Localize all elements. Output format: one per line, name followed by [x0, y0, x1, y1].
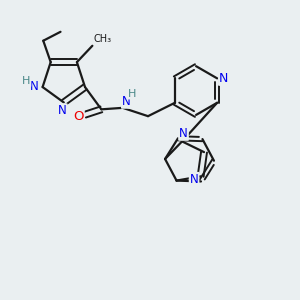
Text: N: N [122, 95, 131, 108]
Text: N: N [219, 72, 228, 85]
Text: N: N [179, 127, 188, 140]
Text: H: H [22, 76, 30, 86]
Text: N: N [58, 104, 67, 117]
Text: CH₃: CH₃ [94, 34, 112, 44]
Text: O: O [73, 110, 84, 123]
Text: H: H [128, 88, 136, 99]
Text: N: N [190, 173, 199, 186]
Text: N: N [30, 80, 39, 93]
